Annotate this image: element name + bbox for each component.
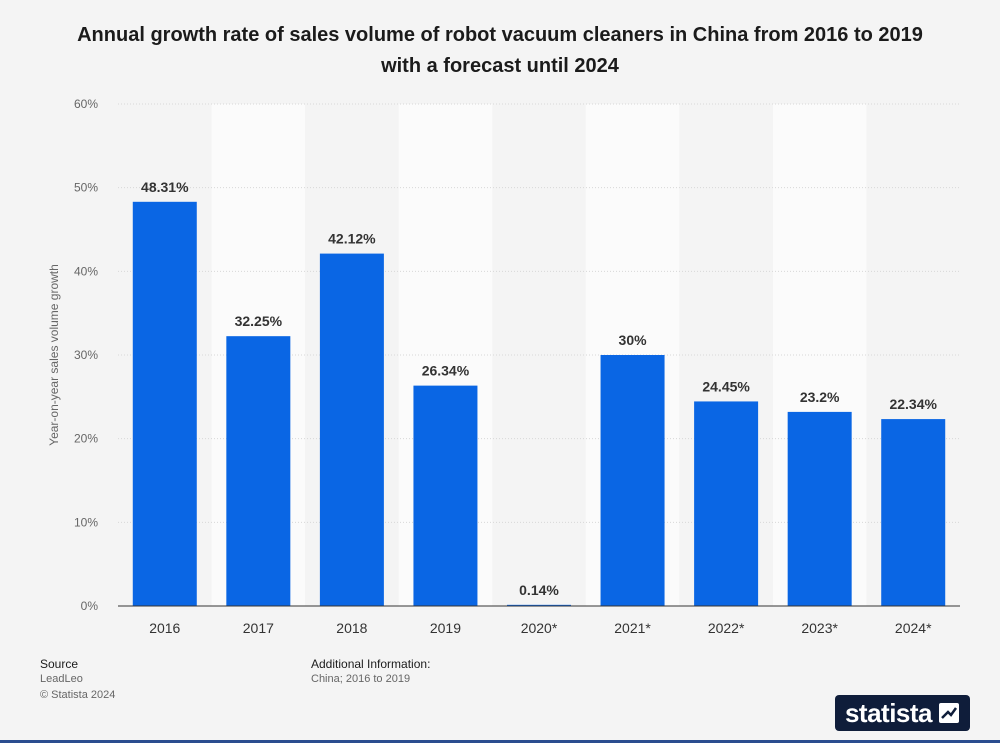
data-label: 32.25% xyxy=(235,313,283,329)
additional-info-heading: Additional Information: xyxy=(311,657,431,671)
bar-chart: 0% 10% 20% 30% 40% 50% 60% Year-on-year sales v… xyxy=(47,97,960,636)
bottom-accent-line xyxy=(0,740,1000,743)
statista-mark-icon xyxy=(939,703,959,723)
bar xyxy=(319,253,384,606)
data-label: 26.34% xyxy=(422,363,470,379)
data-label: 30% xyxy=(619,332,648,348)
y-tick-label: 20% xyxy=(74,432,98,446)
x-tick-label: 2023* xyxy=(801,620,838,636)
x-tick-label: 2018 xyxy=(336,620,367,636)
x-tick-label: 2016 xyxy=(149,620,180,636)
x-tick-label: 2022* xyxy=(708,620,745,636)
source-value[interactable]: LeadLeo xyxy=(40,673,83,685)
y-tick-label: 60% xyxy=(74,97,98,111)
x-tick-label: 2017 xyxy=(243,620,274,636)
copyright-text: © Statista 2024 xyxy=(40,689,116,701)
bar xyxy=(787,411,852,606)
source-heading: Source xyxy=(40,657,79,671)
bar xyxy=(600,355,665,606)
data-label: 42.12% xyxy=(328,231,376,247)
y-axis-title: Year-on-year sales volume growth xyxy=(47,264,61,446)
y-tick-label: 0% xyxy=(81,599,99,613)
bar xyxy=(507,604,571,606)
y-tick-label: 30% xyxy=(74,348,98,362)
bar xyxy=(694,401,759,606)
bar xyxy=(132,201,197,606)
x-tick-label: 2020* xyxy=(521,620,558,636)
y-tick-label: 10% xyxy=(74,515,98,529)
x-tick-label: 2019 xyxy=(430,620,461,636)
data-label: 0.14% xyxy=(519,582,559,598)
bar xyxy=(881,419,946,606)
data-label: 48.31% xyxy=(141,179,189,195)
chart-title: Annual growth rate of sales volume of ro… xyxy=(77,24,923,77)
brand-name: statista xyxy=(844,697,933,728)
y-tick-label: 40% xyxy=(74,264,98,278)
data-label: 23.2% xyxy=(800,389,840,405)
bar xyxy=(226,336,291,606)
data-label: 24.45% xyxy=(702,378,750,394)
x-tick-label: 2021* xyxy=(614,620,651,636)
statista-logo[interactable]: statista xyxy=(834,695,970,731)
x-tick-label: 2024* xyxy=(895,620,932,636)
y-tick-label: 50% xyxy=(74,181,98,195)
data-label: 22.34% xyxy=(889,396,937,412)
additional-info-value: China; 2016 to 2019 xyxy=(311,673,411,685)
bar xyxy=(413,385,478,606)
